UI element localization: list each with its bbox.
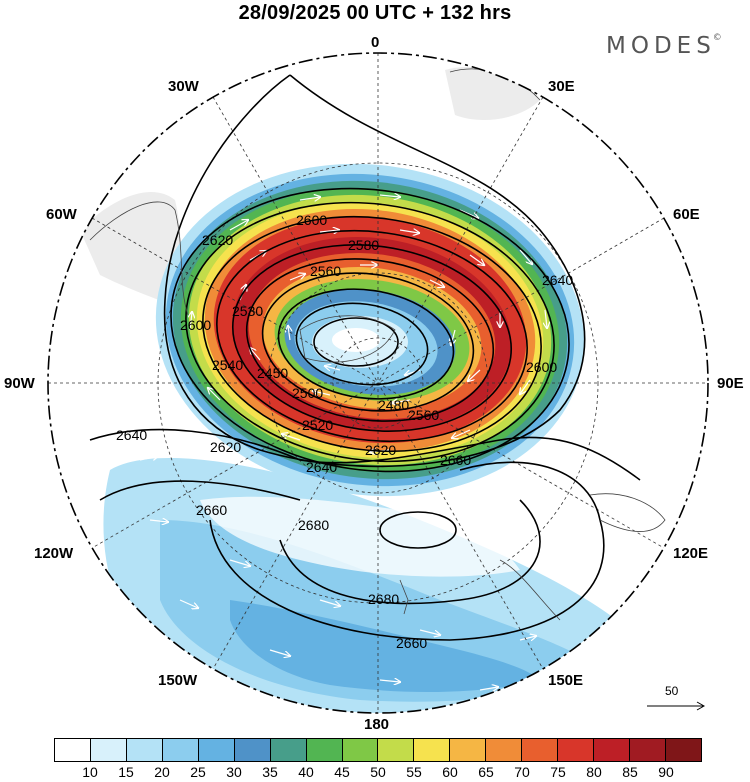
brand-name: MODES (606, 33, 716, 59)
colorbar-swatch (306, 739, 343, 761)
lon-label-60w: 60W (46, 206, 77, 223)
colorbar-swatch (450, 739, 487, 761)
colorbar-swatch (342, 739, 379, 761)
contour-label: 2600 (526, 359, 557, 375)
map-title: 28/09/2025 00 UTC + 132 hrs (238, 2, 512, 24)
lon-label-150w: 150W (158, 672, 198, 689)
contour-label: 2450 (257, 365, 288, 381)
colorbar-swatch (522, 739, 559, 761)
contour-label: 2640 (306, 459, 337, 475)
reference-vector: 50 (643, 684, 707, 714)
contour-label: 2660 (396, 635, 427, 651)
colorbar-swatch (90, 739, 127, 761)
lon-label-30e: 30E (548, 78, 575, 95)
colorbar-swatch (234, 739, 271, 761)
reference-vector-value: 50 (665, 684, 679, 698)
colorbar-tick-label: 25 (190, 764, 206, 780)
lon-label-180: 180 (364, 716, 390, 733)
reference-arrow-icon (647, 701, 706, 711)
map-border (47, 52, 709, 714)
colorbar-swatch (198, 739, 235, 761)
lon-label-120w: 120W (34, 545, 74, 562)
contour-label: 2600 (180, 317, 211, 333)
colorbar-swatch (162, 739, 199, 761)
wind-speed-field (48, 53, 708, 713)
colorbar-swatch (630, 739, 666, 761)
south-america-land (80, 191, 185, 310)
lon-label-90w: 90W (4, 375, 35, 392)
contour-label: 2540 (212, 357, 243, 373)
contour-label: 2560 (408, 407, 439, 423)
colorbar-swatch (558, 739, 595, 761)
colorbar-swatch (594, 739, 630, 761)
graticule (48, 53, 708, 713)
colorbar-swatch (665, 739, 701, 761)
contour-label: 2640 (542, 272, 573, 288)
colorbar-tick-label: 10 (82, 764, 98, 780)
contour-label: 2620 (202, 232, 233, 248)
height-contours (89, 74, 641, 641)
colorbar-tick-label: 60 (442, 764, 458, 780)
colorbar-swatch (126, 739, 163, 761)
colorbar (54, 738, 702, 762)
colorbar-tick-label: 75 (550, 764, 566, 780)
contour-label: 2620 (365, 442, 396, 458)
colorbar-tick-label: 20 (154, 764, 170, 780)
brand-logo: MODES© (606, 33, 722, 59)
colorbar-swatch (414, 739, 451, 761)
contour-label: 2530 (232, 303, 263, 319)
colorbar-tick-label: 80 (586, 764, 602, 780)
colorbar-tick-label: 30 (226, 764, 242, 780)
contour-label: 2600 (296, 212, 327, 228)
colorbar-tick-label: 55 (406, 764, 422, 780)
lon-label-120e: 120E (673, 545, 709, 562)
colorbar-tick-label: 70 (514, 764, 530, 780)
colorbar-swatch (270, 739, 307, 761)
lon-label-60e: 60E (673, 206, 700, 223)
contour-label: 2580 (348, 237, 379, 253)
colorbar-tick-label: 85 (622, 764, 638, 780)
colorbar-tick-label: 15 (118, 764, 134, 780)
contour-label-group: 2620 2600 2580 2560 2530 2600 2540 2450 … (116, 212, 573, 651)
lon-label-90e: 90E (717, 375, 744, 392)
contour-label: 2680 (298, 517, 329, 533)
lon-label-30w: 30W (168, 78, 199, 95)
colorbar-swatch (378, 739, 415, 761)
colorbar-tick-label: 65 (478, 764, 494, 780)
lon-label-150e: 150E (548, 672, 584, 689)
colorbar-tick-label: 45 (334, 764, 350, 780)
contour-label: 2660 (196, 502, 227, 518)
contour-label: 2500 (292, 385, 323, 401)
colorbar-tick-label: 40 (298, 764, 314, 780)
contour-label: 2620 (210, 439, 241, 455)
contour-label: 2520 (302, 417, 333, 433)
contour-label: 2640 (116, 427, 147, 443)
lon-label-0: 0 (371, 34, 380, 51)
copyright-mark: © (712, 33, 722, 43)
colorbar-tick-label: 90 (658, 764, 674, 780)
contour-label: 2680 (368, 591, 399, 607)
colorbar-tick-label: 50 (370, 764, 386, 780)
colorbar-swatch (486, 739, 523, 761)
contour-label: 2480 (378, 397, 409, 413)
contour-label: 2660 (440, 452, 471, 468)
contour-label: 2560 (310, 263, 341, 279)
colorbar-ticks: 10 15 20 25 30 35 40 45 50 55 60 65 70 75 80 85 90 (54, 764, 702, 782)
colorbar-tick-label: 35 (262, 764, 278, 780)
colorbar-swatch (55, 739, 91, 761)
